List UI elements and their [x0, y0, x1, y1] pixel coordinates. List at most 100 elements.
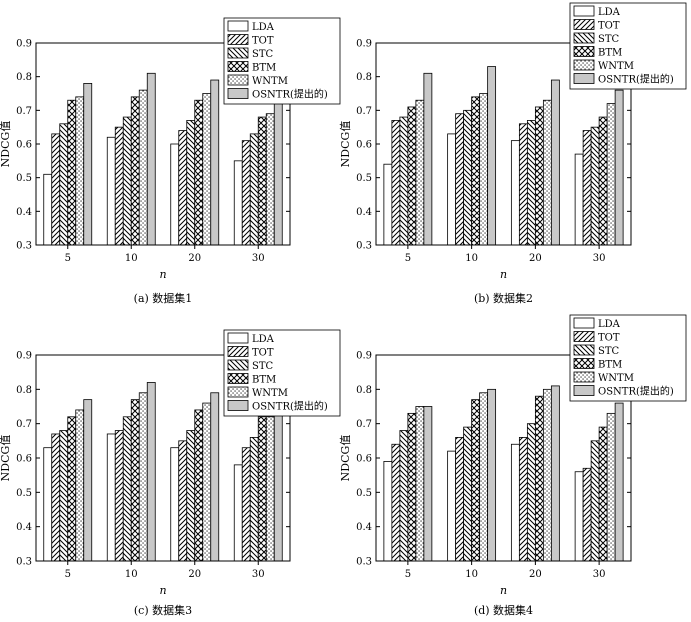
legend-swatch	[227, 74, 249, 86]
bar-btm-20	[534, 106, 544, 246]
bar-btm-10	[471, 399, 481, 562]
bar-lda-30	[574, 471, 584, 562]
legend-swatch	[573, 46, 595, 57]
legend-label: WNTM	[252, 388, 288, 399]
bar-stc-10	[463, 426, 473, 562]
bar-btm-20	[194, 409, 204, 562]
bar-osntr-10	[146, 72, 156, 246]
legend-swatch	[573, 331, 595, 342]
bar-stc-30	[249, 436, 259, 562]
x-tick-label: 10	[125, 253, 138, 264]
legend-label: LDA	[598, 319, 621, 330]
bar-tot-30	[241, 447, 251, 562]
legend-swatch	[227, 386, 249, 398]
legend-label: TOT	[252, 348, 274, 359]
legend-label: WNTM	[598, 373, 634, 384]
x-tick-label: 30	[252, 253, 265, 264]
legend-swatch	[227, 400, 249, 411]
bar-osntr-20	[210, 79, 220, 246]
y-tick-label: 0.7	[356, 419, 372, 430]
x-tick-label: 10	[465, 569, 478, 580]
legend-swatch	[573, 317, 595, 329]
legend-label: STC	[598, 346, 620, 357]
bar-osntr-30	[273, 412, 283, 562]
y-axis-label: NDCG值	[0, 435, 12, 482]
x-axis-label: n	[500, 268, 507, 281]
bar-btm-5	[407, 412, 417, 562]
x-tick-label: 10	[465, 253, 478, 264]
legend-label: TOT	[598, 21, 620, 32]
bar-btm-30	[257, 416, 267, 562]
y-tick-label: 0.5	[16, 488, 32, 499]
legend-swatch	[227, 20, 249, 32]
bar-stc-20	[526, 423, 536, 562]
legend-swatch	[573, 73, 595, 84]
legend-label: OSNTR(提出的)	[252, 88, 328, 101]
bar-lda-10	[447, 133, 457, 246]
legend-swatch	[573, 344, 595, 356]
bar-stc-10	[122, 416, 132, 562]
legend-label: LDA	[598, 7, 621, 18]
bar-lda-5	[43, 173, 53, 246]
legend-label: OSNTR(提出的)	[252, 400, 328, 413]
legend-swatch	[227, 373, 249, 384]
bar-stc-30	[590, 126, 600, 246]
bar-wntm-10	[138, 89, 148, 246]
legend-swatch	[227, 34, 249, 45]
bar-osntr-20	[210, 392, 220, 562]
bar-btm-10	[471, 96, 481, 246]
legend-label: LDA	[252, 22, 275, 33]
legend-swatch	[573, 59, 595, 71]
bar-osntr-20	[550, 79, 560, 246]
bar-tot-20	[178, 130, 188, 246]
bar-lda-30	[233, 160, 243, 246]
bar-stc-20	[526, 120, 536, 246]
x-tick-label: 5	[65, 253, 71, 264]
bar-wntm-30	[265, 113, 275, 246]
legend-label: STC	[598, 34, 620, 45]
bar-wntm-10	[138, 392, 148, 562]
legend-label: BTM	[252, 63, 276, 74]
y-tick-label: 0.6	[16, 140, 32, 151]
x-tick-label: 5	[405, 569, 411, 580]
bar-btm-30	[598, 116, 608, 246]
bar-btm-5	[67, 416, 77, 562]
bar-stc-5	[59, 123, 69, 246]
bar-stc-5	[59, 430, 69, 562]
y-tick-label: 0.9	[16, 39, 32, 50]
legend-box	[223, 329, 341, 417]
bar-tot-5	[391, 120, 401, 246]
bar-btm-5	[407, 106, 417, 246]
bar-wntm-20	[542, 99, 552, 246]
x-axis-label: n	[159, 268, 166, 281]
bar-wntm-5	[75, 96, 85, 246]
bar-btm-10	[130, 96, 140, 246]
bar-osntr-20	[550, 385, 560, 562]
y-tick-label: 0.3	[16, 557, 32, 568]
y-axis-label: NDCG值	[339, 121, 352, 168]
chart-panel-2: 0.3 0.4 0.5 0.6 0.7 0.8 0.9 5 10 20 30 n NDCG值 (b) 数据…	[339, 2, 687, 305]
bar-lda-30	[233, 464, 243, 562]
bar-stc-30	[249, 133, 259, 246]
y-tick-label: 0.6	[16, 454, 32, 465]
x-tick-label: 30	[252, 569, 265, 580]
bar-btm-20	[194, 99, 204, 246]
bar-tot-20	[178, 440, 188, 562]
bar-tot-20	[518, 123, 528, 246]
bar-wntm-20	[542, 388, 552, 562]
bar-wntm-10	[479, 392, 489, 562]
bar-tot-30	[582, 467, 592, 562]
chart-panel-3: 0.3 0.4 0.5 0.6 0.7 0.8 0.9 5 10 20 30 n NDCG值 (c) 数据…	[0, 329, 341, 617]
legend-swatch	[573, 385, 595, 396]
legend-label: STC	[252, 361, 274, 372]
bar-lda-5	[383, 163, 393, 246]
y-tick-label: 0.8	[356, 385, 372, 396]
bar-btm-30	[257, 116, 267, 246]
bar-stc-20	[186, 430, 196, 562]
legend-swatch	[227, 61, 249, 72]
bar-osntr-5	[83, 83, 93, 246]
bar-tot-30	[582, 130, 592, 246]
